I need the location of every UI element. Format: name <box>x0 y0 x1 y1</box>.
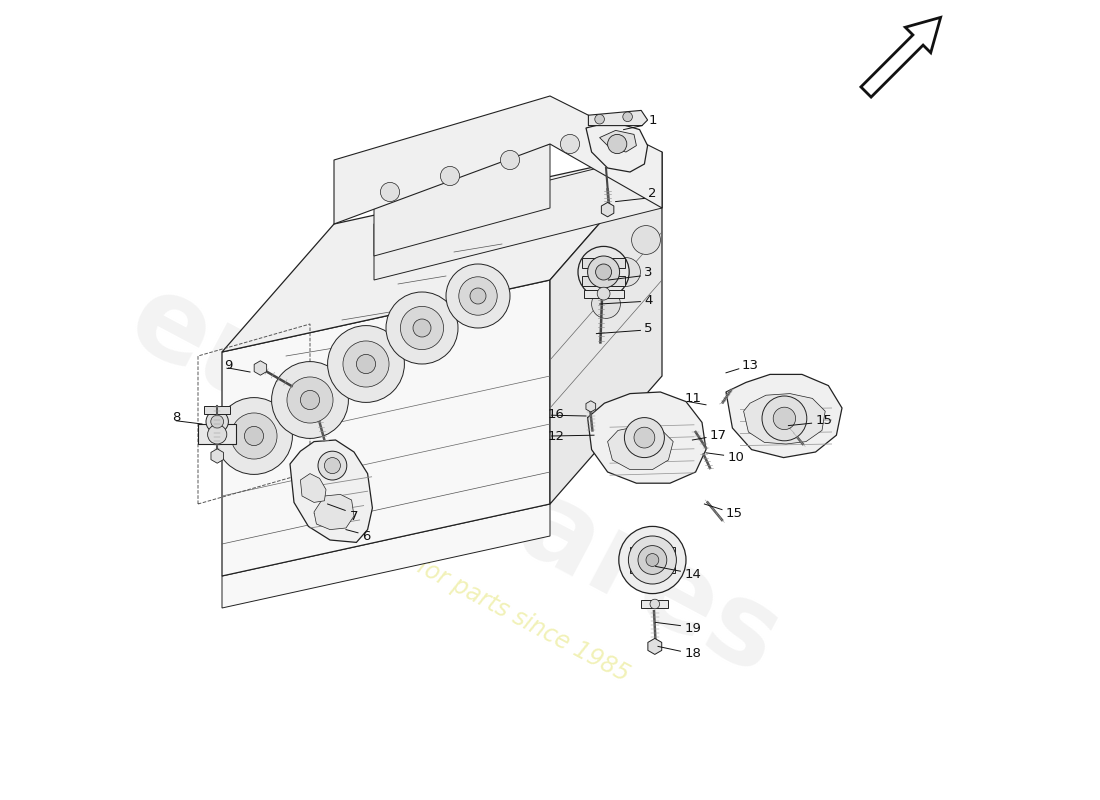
Text: 8: 8 <box>173 411 180 424</box>
Circle shape <box>216 398 293 474</box>
Text: 1: 1 <box>648 114 657 126</box>
Text: 15: 15 <box>815 414 833 427</box>
Circle shape <box>231 413 277 459</box>
Polygon shape <box>198 424 236 444</box>
Text: eurospares: eurospares <box>110 262 799 698</box>
Circle shape <box>272 362 349 438</box>
Text: 6: 6 <box>362 530 371 542</box>
Circle shape <box>634 427 654 448</box>
Polygon shape <box>254 361 266 375</box>
Text: 13: 13 <box>742 359 759 372</box>
Text: 10: 10 <box>727 451 745 464</box>
Polygon shape <box>290 440 373 542</box>
Circle shape <box>650 599 660 609</box>
Polygon shape <box>374 144 550 256</box>
Circle shape <box>386 292 458 364</box>
Circle shape <box>356 354 375 374</box>
Circle shape <box>646 554 659 566</box>
Circle shape <box>500 150 519 170</box>
Circle shape <box>446 264 510 328</box>
Text: 15: 15 <box>726 507 742 520</box>
Circle shape <box>400 306 443 350</box>
Circle shape <box>318 451 346 480</box>
Circle shape <box>459 277 497 315</box>
Polygon shape <box>587 392 706 483</box>
Circle shape <box>597 287 611 300</box>
Polygon shape <box>586 124 648 172</box>
Text: 19: 19 <box>684 622 702 634</box>
Text: 14: 14 <box>684 568 702 581</box>
Circle shape <box>381 182 399 202</box>
Circle shape <box>628 536 676 584</box>
Circle shape <box>560 134 580 154</box>
Circle shape <box>607 134 627 154</box>
Text: 16: 16 <box>548 408 564 421</box>
Circle shape <box>328 326 405 402</box>
Circle shape <box>762 396 806 441</box>
Circle shape <box>343 341 389 387</box>
Text: 12: 12 <box>548 430 564 443</box>
Polygon shape <box>630 547 674 556</box>
Circle shape <box>612 258 640 286</box>
Polygon shape <box>584 290 624 298</box>
Polygon shape <box>726 374 842 458</box>
Circle shape <box>619 526 686 594</box>
Polygon shape <box>588 110 648 126</box>
Polygon shape <box>586 401 595 412</box>
Circle shape <box>211 415 223 428</box>
Circle shape <box>587 256 619 288</box>
Polygon shape <box>744 394 825 444</box>
Circle shape <box>206 410 229 433</box>
Polygon shape <box>630 564 674 573</box>
Text: a passion for parts since 1985: a passion for parts since 1985 <box>307 498 634 686</box>
Circle shape <box>623 112 632 122</box>
Circle shape <box>595 114 604 124</box>
Circle shape <box>631 226 660 254</box>
Circle shape <box>412 319 431 337</box>
Polygon shape <box>550 152 662 504</box>
Circle shape <box>578 246 629 298</box>
Polygon shape <box>205 406 230 414</box>
Circle shape <box>208 425 227 444</box>
Circle shape <box>287 377 333 423</box>
Circle shape <box>300 390 320 410</box>
Polygon shape <box>222 152 662 352</box>
Text: 4: 4 <box>645 294 652 306</box>
Polygon shape <box>222 280 550 576</box>
Polygon shape <box>222 504 550 608</box>
Polygon shape <box>374 152 662 280</box>
Circle shape <box>470 288 486 304</box>
Polygon shape <box>607 426 673 470</box>
Circle shape <box>244 426 264 446</box>
Circle shape <box>440 166 460 186</box>
Text: 18: 18 <box>684 647 702 660</box>
Circle shape <box>773 407 795 430</box>
Circle shape <box>625 418 664 458</box>
Text: 11: 11 <box>684 392 702 405</box>
Circle shape <box>324 458 340 474</box>
Polygon shape <box>211 449 223 463</box>
Polygon shape <box>648 638 662 654</box>
Text: 9: 9 <box>224 359 233 372</box>
Text: 3: 3 <box>645 266 653 278</box>
Polygon shape <box>314 494 354 530</box>
Polygon shape <box>641 600 669 608</box>
Circle shape <box>638 546 667 574</box>
Polygon shape <box>600 130 637 152</box>
Text: 5: 5 <box>645 322 653 334</box>
Circle shape <box>592 290 620 318</box>
Text: 17: 17 <box>710 429 727 442</box>
Polygon shape <box>582 276 625 286</box>
Text: 2: 2 <box>648 187 657 200</box>
Circle shape <box>595 264 612 280</box>
Polygon shape <box>334 96 662 224</box>
Polygon shape <box>582 258 625 268</box>
Polygon shape <box>300 474 326 502</box>
Polygon shape <box>602 202 614 217</box>
Text: 7: 7 <box>350 510 359 522</box>
FancyArrow shape <box>861 18 940 97</box>
